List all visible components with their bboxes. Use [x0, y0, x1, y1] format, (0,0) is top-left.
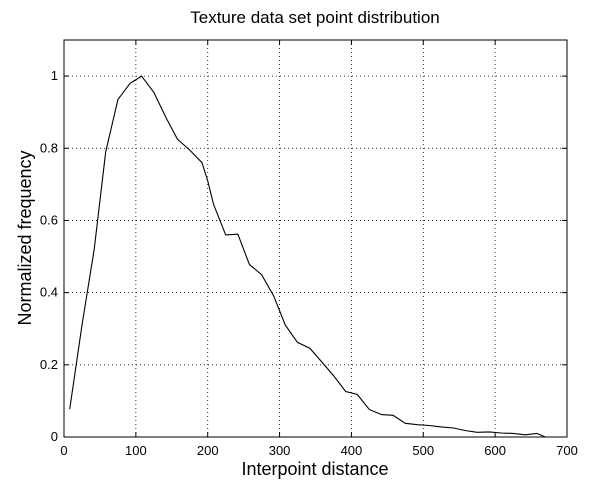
x-tick-label: 400	[341, 443, 363, 458]
y-tick-label: 0.6	[40, 212, 58, 227]
x-axis: 0 100 200 300 400 500 600 700	[60, 40, 578, 458]
x-tick-label: 200	[197, 443, 219, 458]
y-axis-label: Normalized frequency	[15, 150, 35, 325]
series-group	[69, 75, 546, 438]
y-tick-label: 0.8	[40, 140, 58, 155]
x-axis-label: Interpoint distance	[241, 459, 388, 479]
y-axis: 0 0.2 0.4 0.6 0.8 1	[40, 68, 567, 444]
x-tick-label: 100	[125, 443, 147, 458]
x-tick-label: 700	[556, 443, 578, 458]
chart-title: Texture data set point distribution	[190, 8, 439, 27]
x-tick-label: 0	[60, 443, 67, 458]
x-tick-label: 600	[484, 443, 506, 458]
series-line	[69, 75, 546, 438]
x-tick-label: 300	[269, 443, 291, 458]
plot-frame	[63, 39, 568, 438]
grid-lines	[64, 40, 567, 437]
y-tick-label: 0.4	[40, 285, 58, 300]
x-tick-label: 500	[412, 443, 434, 458]
y-tick-label: 0	[51, 429, 58, 444]
y-tick-label: 0.2	[40, 357, 58, 372]
y-tick-label: 1	[51, 68, 58, 83]
